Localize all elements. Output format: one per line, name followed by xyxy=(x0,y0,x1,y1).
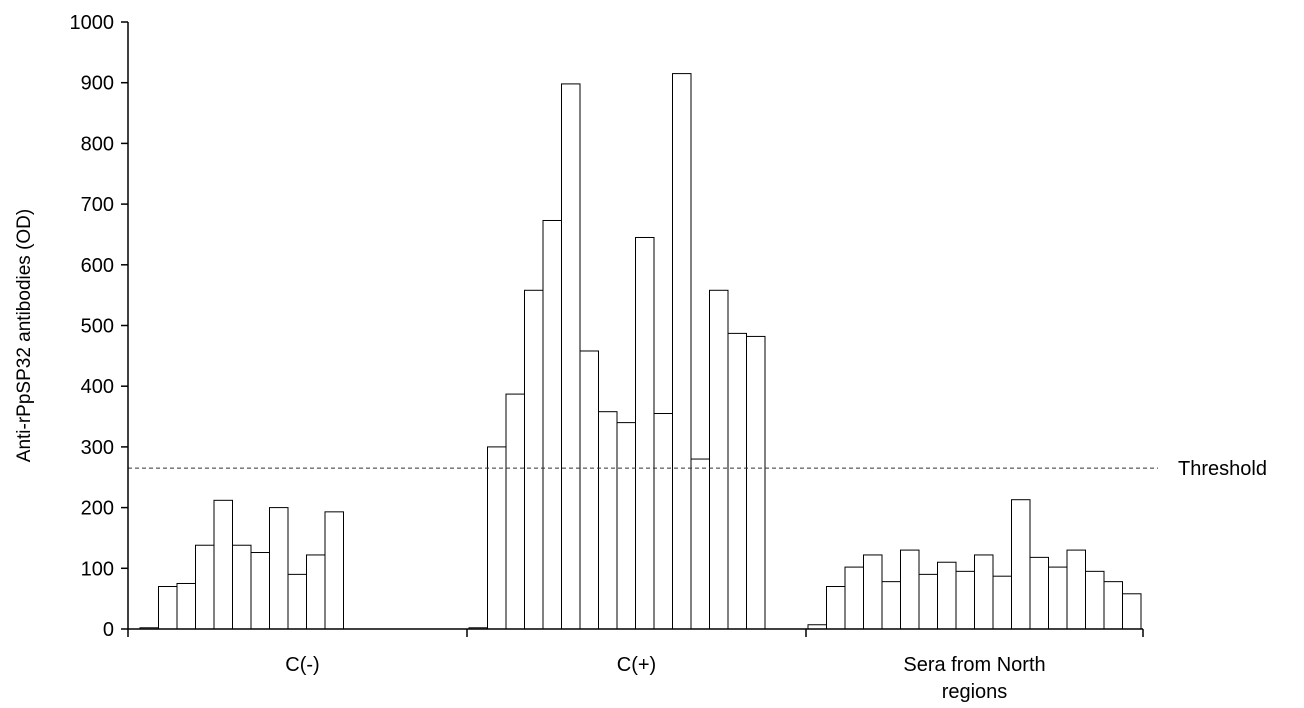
threshold-label: Threshold xyxy=(1178,458,1267,480)
bar xyxy=(158,586,178,630)
bars-layer xyxy=(139,73,1142,630)
bar xyxy=(863,554,883,630)
bar xyxy=(616,422,636,630)
bar xyxy=(881,581,901,630)
y-axis-title: Anti-rPpSP32 antibodies (OD) xyxy=(14,209,35,462)
group-label: Sera from North regions xyxy=(903,654,1045,703)
y-tick-label: 700 xyxy=(81,194,114,216)
bar xyxy=(1011,499,1031,630)
bar xyxy=(213,499,233,630)
bar xyxy=(746,335,766,630)
bar xyxy=(524,289,544,630)
bar xyxy=(487,446,507,630)
bar xyxy=(635,236,655,630)
bar xyxy=(1085,570,1105,630)
y-tick-label: 800 xyxy=(81,133,114,155)
y-tick-label: 1000 xyxy=(70,12,115,34)
x-ticks-layer xyxy=(127,629,1144,637)
bar xyxy=(1029,556,1049,630)
y-tick-label: 100 xyxy=(81,558,114,580)
y-tick-label: 300 xyxy=(81,437,114,459)
bar xyxy=(826,586,846,630)
bar xyxy=(195,544,215,630)
bar xyxy=(727,332,747,630)
group-label: C(-) xyxy=(285,654,319,676)
bar xyxy=(653,413,673,630)
bar xyxy=(672,73,692,630)
y-tick-label: 600 xyxy=(81,255,114,277)
bar xyxy=(1048,566,1068,630)
bar xyxy=(579,350,599,630)
bar xyxy=(992,575,1012,630)
bar xyxy=(937,561,957,630)
bar xyxy=(542,219,562,630)
bar xyxy=(844,566,864,630)
y-tick-label: 0 xyxy=(103,619,114,641)
y-tick-label: 900 xyxy=(81,73,114,95)
bar xyxy=(561,83,581,630)
bar xyxy=(505,393,525,630)
bar xyxy=(598,411,618,630)
bar xyxy=(324,511,344,630)
bar xyxy=(1066,549,1086,630)
bar xyxy=(287,573,307,630)
bar xyxy=(1103,581,1123,630)
y-ticks-layer: 0 100 200 300 400 500 600 700 800 900 1000 xyxy=(70,12,128,641)
bar xyxy=(232,544,252,630)
bar xyxy=(269,507,289,630)
group-label: C(+) xyxy=(617,654,656,676)
bar xyxy=(955,570,975,630)
y-tick-label: 500 xyxy=(81,316,114,338)
bar xyxy=(900,549,920,630)
bar xyxy=(709,289,729,630)
bar xyxy=(1122,593,1142,630)
bar xyxy=(176,582,196,630)
bar xyxy=(306,554,326,630)
bar xyxy=(974,554,994,630)
group-labels-layer: C(-) C(+) Sera from North regions xyxy=(285,654,1045,703)
bar xyxy=(690,458,710,630)
y-tick-label: 400 xyxy=(81,376,114,398)
bar xyxy=(250,552,270,630)
bar xyxy=(918,573,938,630)
y-tick-label: 200 xyxy=(81,498,114,520)
